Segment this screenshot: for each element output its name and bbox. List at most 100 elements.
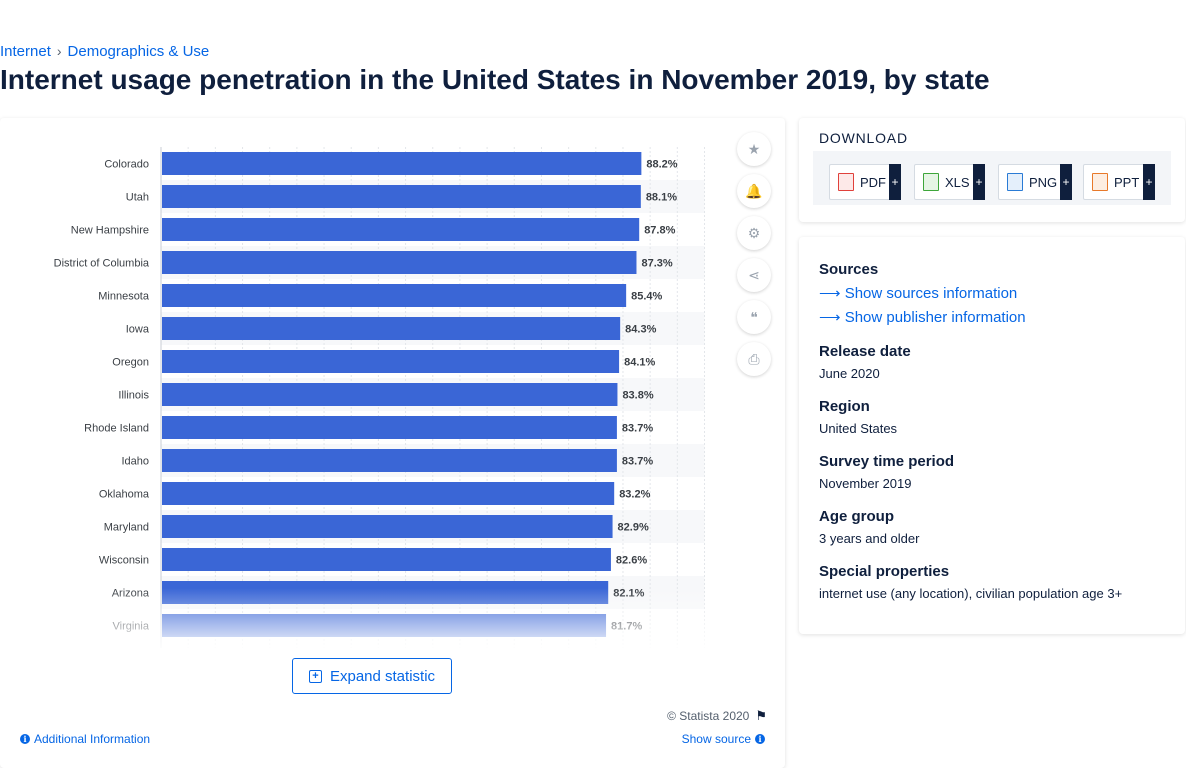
favorite-button[interactable]: ★ [737, 132, 771, 166]
bar[interactable] [162, 614, 607, 637]
xls-plus[interactable]: + [973, 164, 985, 200]
survey-period-heading: Survey time period [819, 453, 955, 470]
share-button[interactable]: ⋖ [737, 258, 771, 292]
region-heading: Region [819, 398, 870, 415]
download-title: DOWNLOAD [819, 130, 908, 146]
value-label: 83.8% [622, 390, 653, 402]
bar[interactable] [162, 350, 620, 373]
copyright: © Statista 2020 ⚑ [667, 708, 767, 724]
value-label: 88.1% [646, 192, 677, 204]
chart-area: Colorado 88.2% Utah 88.1% New Hampshire 87.8%… [0, 118, 720, 648]
bar[interactable] [162, 152, 642, 175]
download-xls-button[interactable]: XLS + [914, 164, 985, 200]
flag-icon[interactable]: ⚑ [755, 708, 767, 723]
survey-period-value: November 2019 [819, 476, 912, 491]
category-label: Colorado [104, 159, 149, 171]
print-button[interactable]: ⎙ [737, 342, 771, 376]
value-label: 88.2% [646, 159, 677, 171]
bar[interactable] [162, 317, 621, 340]
value-label: 83.7% [622, 456, 653, 468]
copyright-text: © Statista 2020 [667, 709, 750, 723]
bar[interactable] [162, 251, 637, 274]
category-label: Wisconsin [99, 555, 149, 567]
category-label: Arizona [112, 588, 150, 600]
download-pdf-button[interactable]: PDF + [829, 164, 901, 200]
bar[interactable] [162, 515, 613, 538]
chart-tools: ★ 🔔 ⚙ ⋖ ❝ ⎙ [737, 132, 771, 384]
value-label: 81.7% [611, 621, 642, 633]
pdf-icon [838, 173, 854, 191]
png-label: PNG [1029, 174, 1058, 190]
age-group-heading: Age group [819, 508, 894, 525]
category-label: District of Columbia [54, 258, 150, 270]
info-icon: i [20, 734, 30, 744]
value-label: 84.1% [624, 357, 655, 369]
download-card: DOWNLOAD PDF + XLS + PNG + PPT + [799, 118, 1185, 222]
breadcrumb-separator: › [56, 43, 62, 59]
page-title: Internet usage penetration in the United… [0, 64, 990, 95]
release-date-heading: Release date [819, 343, 911, 360]
bell-icon: 🔔 [745, 182, 763, 199]
category-label: Virginia [113, 621, 150, 633]
breadcrumb: Internet › Demographics & Use [0, 43, 209, 60]
special-properties-value: internet use (any location), civilian po… [819, 586, 1123, 601]
expand-label: Expand statistic [329, 667, 436, 685]
show-source-label: Show source [681, 732, 751, 746]
bar[interactable] [162, 449, 617, 472]
pdf-plus[interactable]: + [889, 164, 901, 200]
show-publisher-label: Show publisher information [844, 309, 1026, 326]
print-icon: ⎙ [748, 350, 760, 367]
show-sources-link[interactable]: ⟶ Show sources information [819, 284, 1017, 302]
expand-icon: + [308, 669, 322, 683]
additional-information-label: Additional Information [34, 732, 151, 746]
settings-button[interactable]: ⚙ [737, 216, 771, 250]
arrow-right-icon: ⟶ [819, 309, 841, 326]
breadcrumb-internet[interactable]: Internet [0, 43, 51, 60]
bar[interactable] [162, 383, 618, 406]
value-label: 85.4% [631, 291, 662, 303]
category-label: Rhode Island [84, 423, 149, 435]
value-label: 82.9% [618, 522, 649, 534]
png-plus[interactable]: + [1060, 164, 1072, 200]
bar[interactable] [162, 548, 611, 571]
notification-button[interactable]: 🔔 [737, 174, 771, 208]
download-ppt-button[interactable]: PPT + [1083, 164, 1155, 200]
release-date-value: June 2020 [819, 366, 880, 381]
ppt-plus[interactable]: + [1143, 164, 1155, 200]
download-buttons: PDF + XLS + PNG + PPT + [813, 151, 1171, 205]
special-properties-heading: Special properties [819, 563, 950, 580]
category-label: Minnesota [98, 291, 150, 303]
show-source-link[interactable]: Show source i [682, 732, 765, 746]
chart-card: Colorado 88.2% Utah 88.1% New Hampshire 87.8%… [0, 118, 785, 768]
info-icon: i [755, 734, 765, 744]
value-label: 82.6% [616, 555, 647, 567]
gear-icon: ⚙ [747, 224, 761, 241]
value-label: 87.8% [644, 225, 675, 237]
arrow-right-icon: ⟶ [819, 285, 841, 302]
sources-heading: Sources [819, 261, 879, 278]
bar[interactable] [162, 482, 615, 505]
category-label: Oklahoma [99, 489, 150, 501]
breadcrumb-demographics[interactable]: Demographics & Use [67, 43, 210, 60]
bar[interactable] [162, 218, 640, 241]
value-label: 83.7% [622, 423, 653, 435]
pdf-label: PDF [860, 174, 886, 190]
value-label: 83.2% [619, 489, 650, 501]
value-label: 82.1% [613, 588, 644, 600]
category-label: Illinois [118, 390, 149, 402]
quote-icon: ❝ [750, 308, 758, 325]
cite-button[interactable]: ❝ [737, 300, 771, 334]
bar[interactable] [162, 581, 609, 604]
expand-statistic-button[interactable]: + Expand statistic [292, 658, 452, 694]
bar[interactable] [162, 185, 641, 208]
star-icon: ★ [747, 140, 761, 157]
category-label: Maryland [104, 522, 149, 534]
additional-information-link[interactable]: i Additional Information [20, 732, 150, 746]
category-label: New Hampshire [71, 225, 149, 237]
show-publisher-link[interactable]: ⟶ Show publisher information [819, 308, 1026, 326]
xls-icon [923, 173, 939, 191]
age-group-value: 3 years and older [819, 531, 920, 546]
download-png-button[interactable]: PNG + [998, 164, 1072, 200]
bar[interactable] [162, 416, 617, 439]
bar[interactable] [162, 284, 627, 307]
